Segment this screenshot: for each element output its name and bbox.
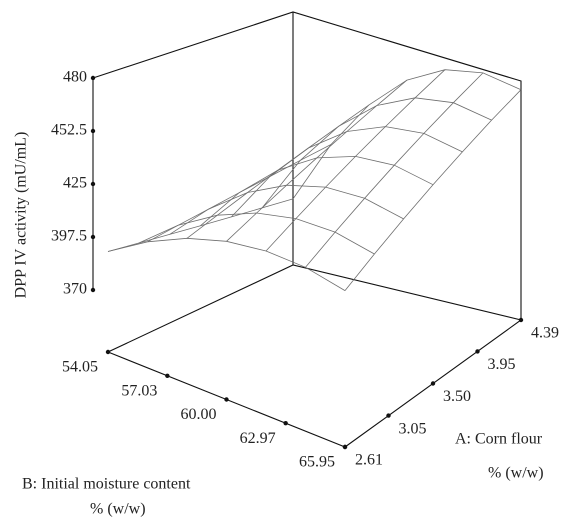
y-tick-label: 60.00 bbox=[181, 406, 217, 423]
y-tick bbox=[165, 373, 170, 378]
y-tick-label: 54.05 bbox=[62, 359, 98, 376]
x-tick bbox=[430, 381, 436, 386]
z-tick bbox=[90, 234, 96, 240]
surface-line bbox=[200, 155, 434, 227]
y-tick-label: 65.95 bbox=[299, 454, 335, 471]
y-tick-label: 57.03 bbox=[121, 382, 157, 399]
surface-line bbox=[261, 97, 492, 209]
z-tick bbox=[90, 128, 96, 134]
y-tick bbox=[342, 444, 348, 450]
x-tick-label: 3.50 bbox=[443, 388, 471, 405]
x-axis-label: A: Corn flour bbox=[455, 431, 543, 448]
z-tick-label: 480 bbox=[63, 69, 87, 86]
surface-line bbox=[226, 79, 408, 242]
surface-line bbox=[169, 184, 404, 235]
z-tick-label: 370 bbox=[63, 281, 87, 298]
y-axis-unit: % (w/w) bbox=[90, 501, 146, 518]
x-tick-label: 3.05 bbox=[399, 420, 427, 437]
z-tick bbox=[90, 287, 96, 293]
z-tick bbox=[90, 75, 96, 81]
x-axis-unit: % (w/w) bbox=[488, 465, 544, 482]
surface-line bbox=[265, 69, 446, 252]
z-tick bbox=[90, 181, 96, 187]
y-tick bbox=[283, 421, 288, 426]
y-tick-label: 62.97 bbox=[240, 430, 276, 447]
surface-line bbox=[305, 72, 484, 268]
x-tick-label: 3.95 bbox=[487, 356, 515, 373]
floor-plane bbox=[106, 264, 523, 448]
y-axis-label: B: Initial moisture content bbox=[22, 476, 191, 493]
z-axis-label: DPP IV activity (mU/mL) bbox=[13, 132, 30, 299]
x-tick bbox=[475, 349, 480, 354]
z-tick-label: 452.5 bbox=[51, 122, 87, 139]
surface-line bbox=[147, 144, 332, 243]
surface-line bbox=[344, 89, 522, 291]
surface-line bbox=[107, 237, 346, 291]
z-tick-label: 425 bbox=[63, 175, 87, 192]
z-tick-label: 397.5 bbox=[51, 228, 87, 245]
x-tick-label: 4.39 bbox=[531, 325, 559, 342]
x-tick-label: 2.61 bbox=[355, 452, 383, 469]
surface-line bbox=[186, 104, 370, 239]
x-tick bbox=[518, 317, 524, 323]
y-tick bbox=[105, 349, 111, 355]
x-tick bbox=[386, 413, 391, 418]
box-edges bbox=[92, 11, 522, 320]
y-tick bbox=[224, 397, 229, 402]
